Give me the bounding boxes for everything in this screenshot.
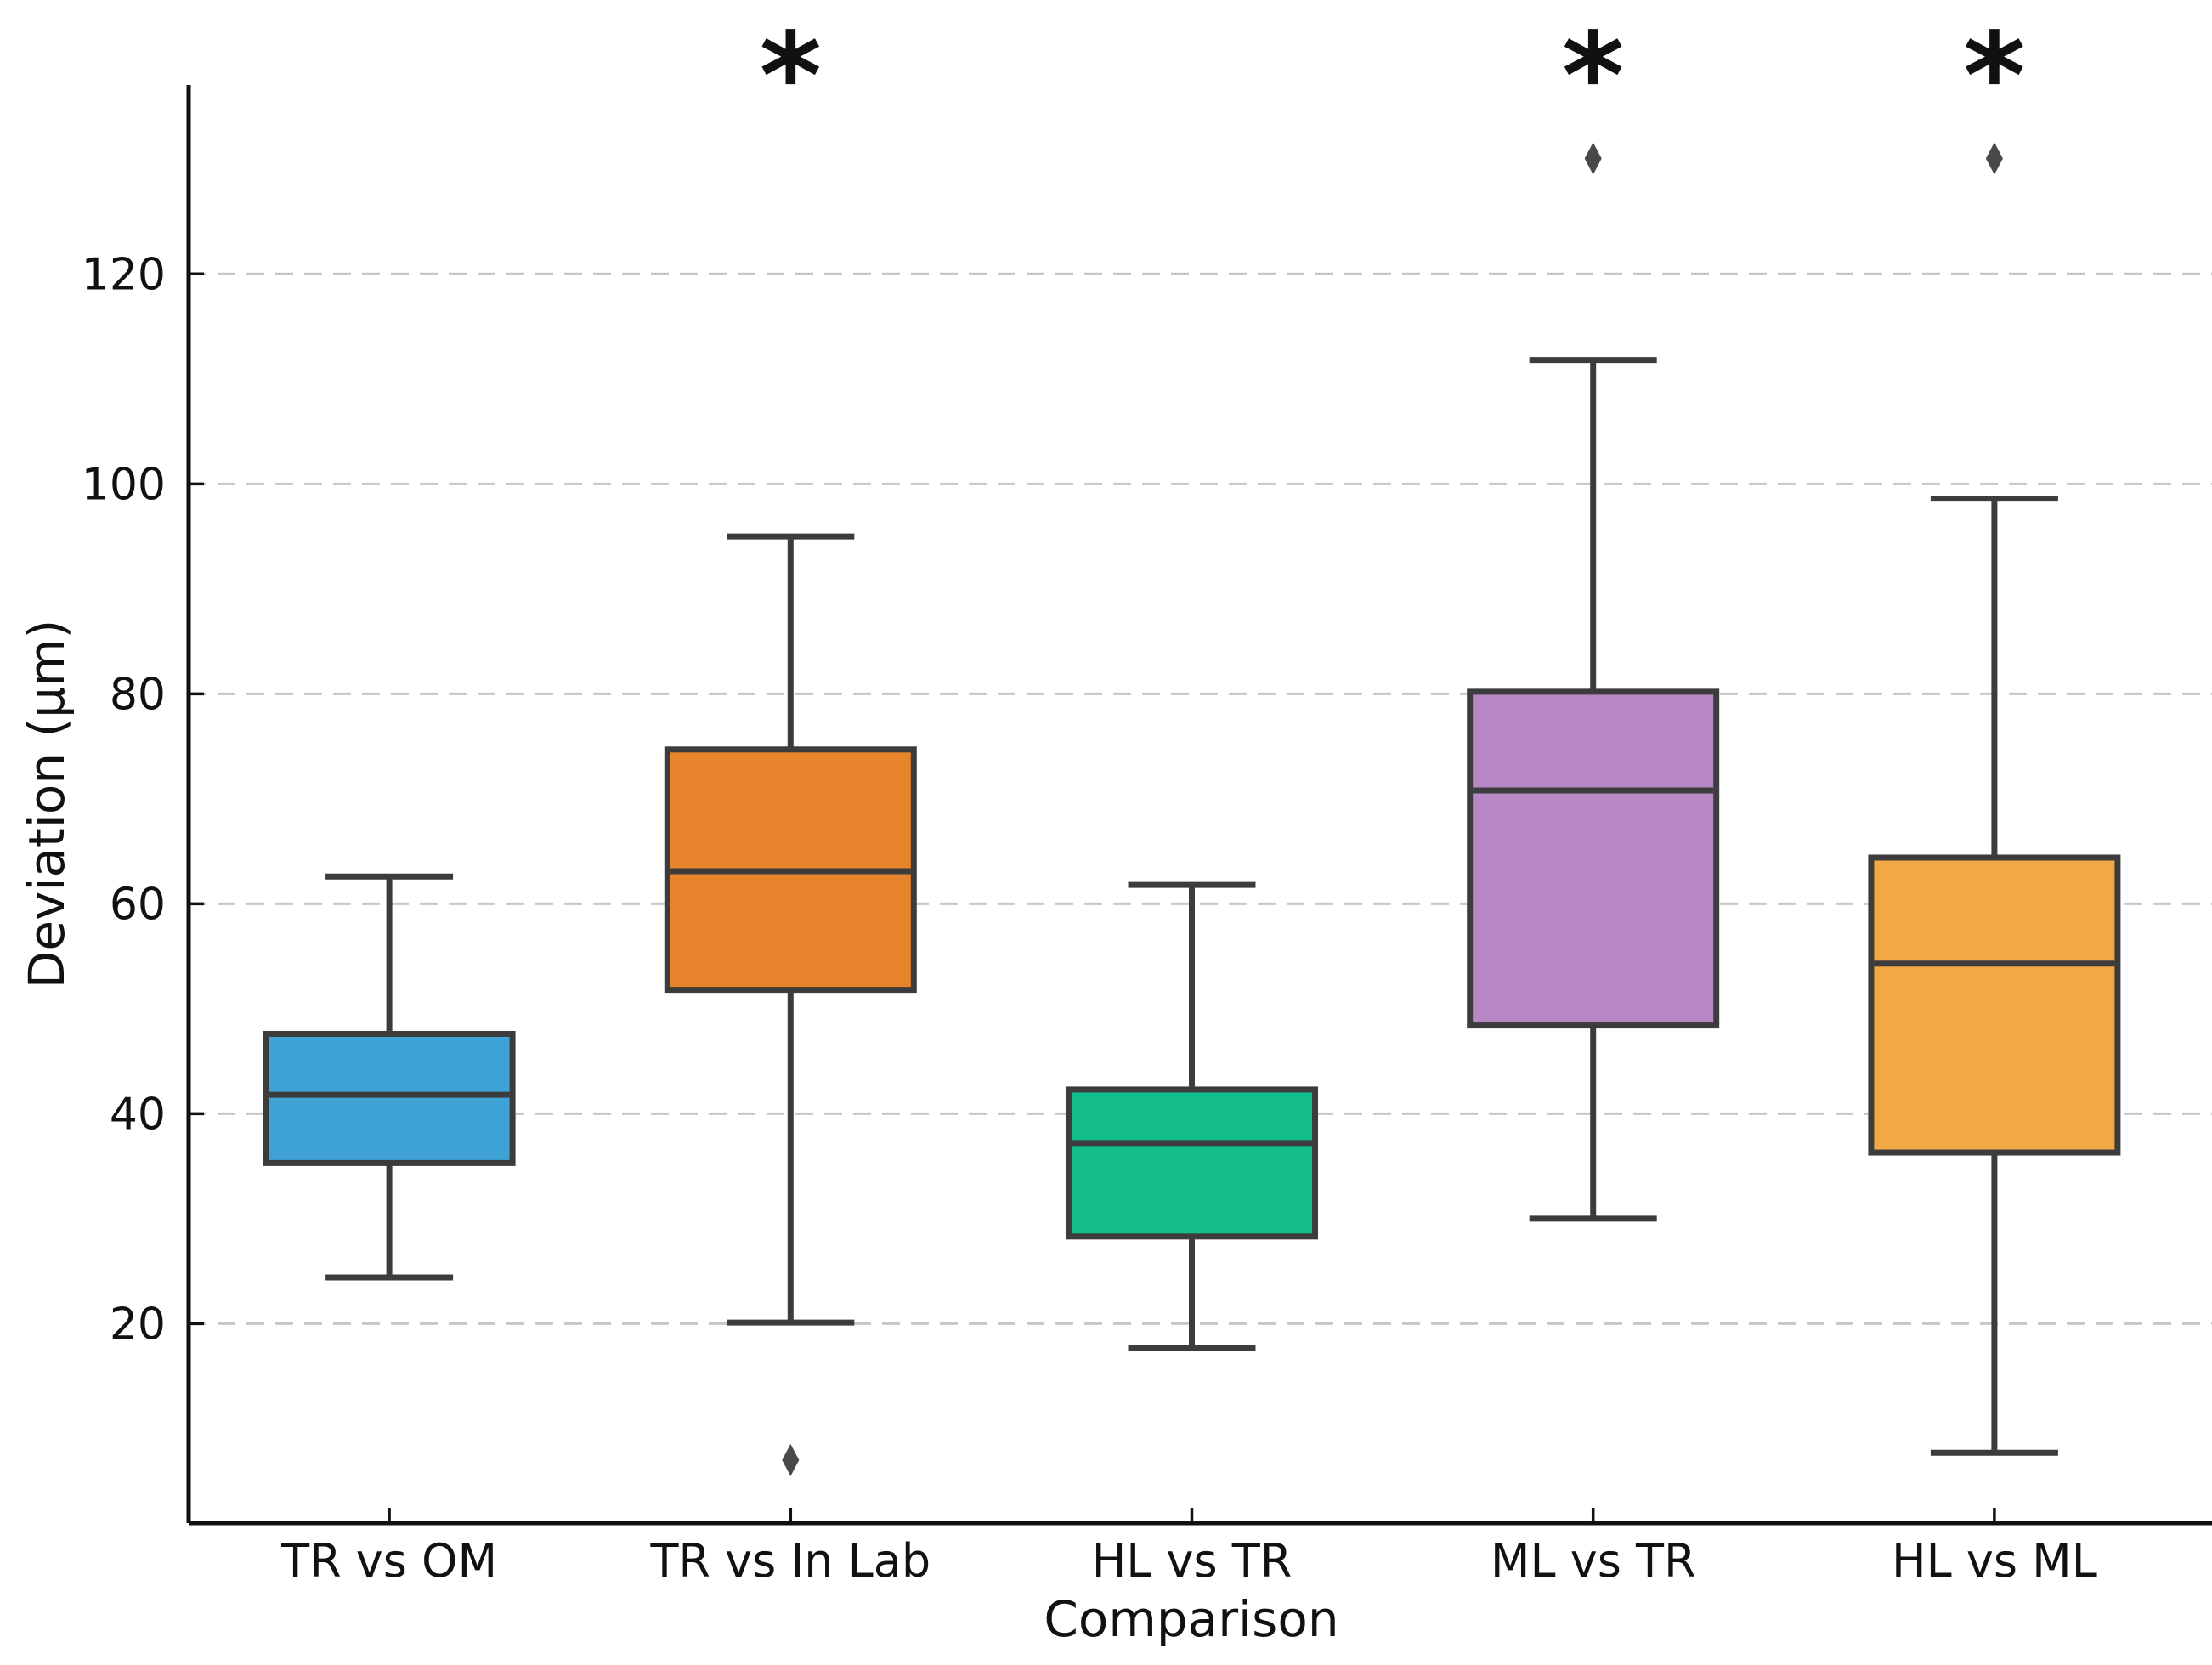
- y-tick-label-60: 60: [110, 879, 166, 930]
- y-tick-label-120: 120: [82, 249, 166, 300]
- x-tick-label-hl-vs-tr: HL vs TR: [1092, 1534, 1293, 1588]
- box-hl-vs-tr: [1066, 1086, 1318, 1240]
- box-hl-vs-ml: [1868, 854, 2121, 1156]
- box-tr-vs-om: [263, 1030, 516, 1166]
- x-tick-label-ml-vs-tr: ML vs TR: [1491, 1534, 1696, 1588]
- outlier-hl-vs-ml-0: [1985, 142, 2003, 175]
- y-axis-title: Deviation (μm): [18, 620, 76, 989]
- outlier-ml-vs-tr-0: [1584, 142, 1602, 175]
- x-tick-label-tr-vs-om: TR vs OM: [280, 1534, 497, 1588]
- significance-asterisk-hl-vs-ml: *: [1963, 8, 2025, 146]
- axis-layer: 20 40 60 80 100 120 TR vs OM TR vs In Lab HL vs …: [82, 85, 2212, 1588]
- box-layer: [263, 142, 2121, 1476]
- x-axis-title: Comparison: [1044, 1590, 1338, 1648]
- box-ml-vs-tr: [1467, 688, 1720, 1029]
- y-tick-label-20: 20: [110, 1299, 166, 1350]
- annotation-layer: * * *: [760, 8, 2026, 146]
- y-tick-label-40: 40: [110, 1089, 166, 1140]
- outlier-tr-vs-in-lab-0: [782, 1443, 800, 1476]
- significance-asterisk-ml-vs-tr: *: [1562, 8, 1624, 146]
- y-tick-label-100: 100: [82, 459, 166, 510]
- x-tick-label-tr-vs-in-lab: TR vs In Lab: [649, 1534, 931, 1588]
- x-tick-label-hl-vs-ml: HL vs ML: [1892, 1534, 2097, 1588]
- y-tick-label-80: 80: [110, 669, 166, 720]
- significance-asterisk-tr-vs-in-lab: *: [760, 8, 822, 146]
